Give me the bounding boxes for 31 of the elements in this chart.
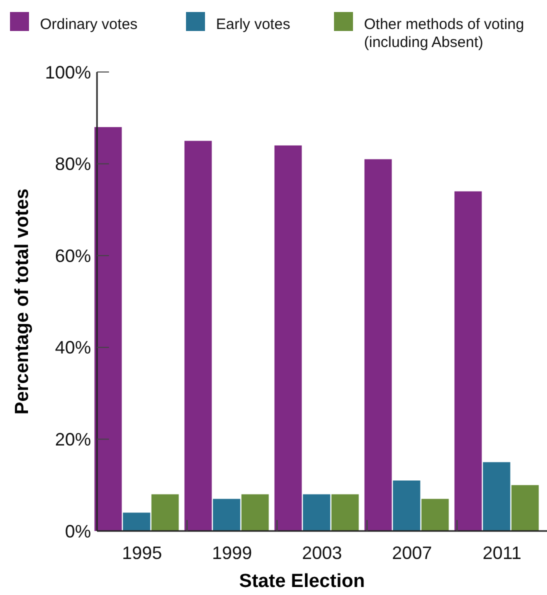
y-tick-label: 40% — [54, 338, 91, 358]
bar — [241, 494, 269, 531]
y-axis-title: Percentage of total votes — [12, 188, 33, 414]
bar — [122, 512, 150, 531]
bar — [302, 494, 330, 531]
bar — [364, 159, 392, 531]
x-tick-label: 2003 — [302, 543, 342, 563]
legend-label: Early votes — [216, 16, 290, 33]
y-tick-label: 20% — [54, 430, 91, 450]
x-tick-label: 1999 — [212, 543, 252, 563]
y-tick-label: 80% — [54, 154, 91, 174]
y-tick-label: 100% — [44, 62, 91, 82]
bar — [331, 494, 359, 531]
bar — [421, 498, 449, 531]
bar — [274, 145, 302, 531]
bar — [392, 480, 420, 531]
legend-label: Other methods of voting (including Absent) — [364, 16, 524, 51]
x-tick-label: 1995 — [122, 543, 162, 563]
x-axis-title: State Election — [239, 571, 365, 592]
bar — [454, 191, 482, 531]
y-tick-label: 60% — [54, 246, 91, 266]
x-tick-label: 2007 — [392, 543, 432, 563]
y-tick-label: 0% — [64, 521, 91, 542]
bar — [212, 498, 240, 531]
bar — [94, 127, 122, 531]
legend-label: Ordinary votes — [40, 16, 138, 33]
bar — [482, 462, 510, 531]
bar — [151, 494, 179, 531]
x-tick-label: 2011 — [482, 543, 522, 563]
bar — [511, 485, 539, 531]
bar — [184, 140, 212, 531]
